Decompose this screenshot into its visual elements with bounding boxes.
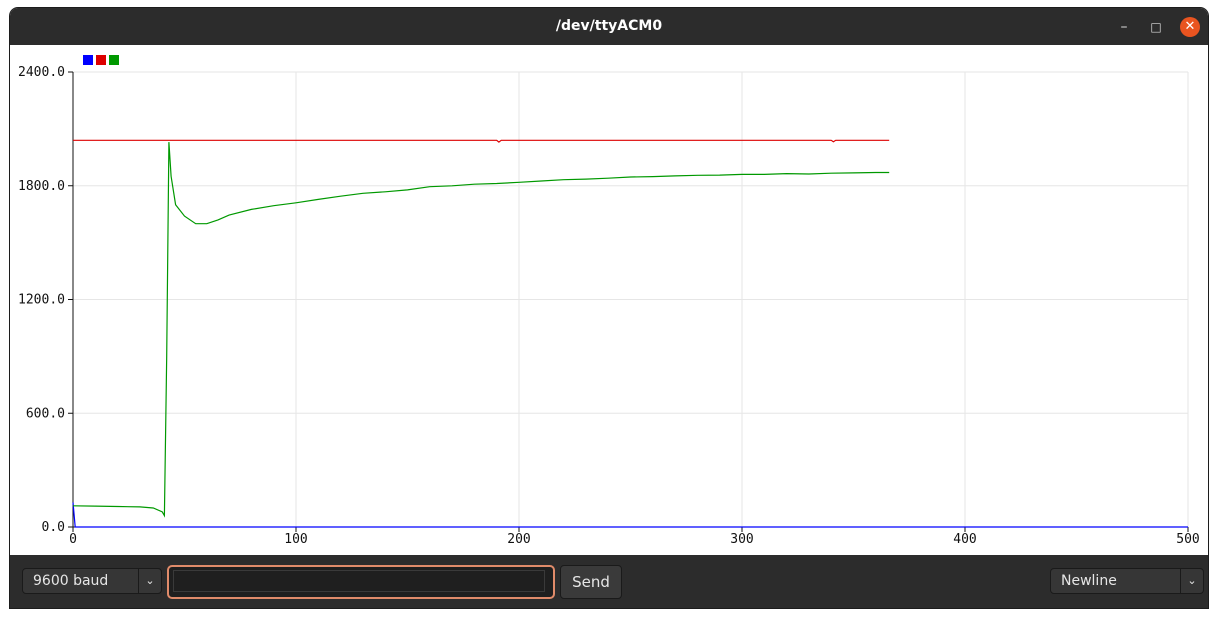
x-tick-label: 500 [1176, 532, 1199, 547]
close-button[interactable]: ✕ [1180, 17, 1200, 37]
baud-rate-select[interactable]: 9600 baud ⌄ [22, 568, 162, 594]
window-title: /dev/ttyACM0 [555, 18, 663, 34]
legend-swatch-0 [83, 55, 93, 65]
maximize-button[interactable]: □ [1150, 20, 1162, 34]
plot-area: 0 100 200 300 400 500 0.0 600.0 1200.0 1800.0 2400… [10, 45, 1208, 555]
y-tick-label: 600.0 [26, 406, 65, 421]
y-tick-label: 2400.0 [18, 65, 65, 80]
x-tick-label: 400 [953, 532, 976, 547]
minimize-button[interactable]: – [1120, 19, 1128, 35]
serial-plotter-window: /dev/ttyACM0 – □ ✕ 0 100 200 300 400 500 0.0 60… [10, 8, 1208, 608]
legend-swatch-1 [96, 55, 106, 65]
x-tick-label: 300 [730, 532, 753, 547]
series-line-2 [72, 142, 890, 518]
line-ending-select[interactable]: Newline ⌄ [1050, 568, 1204, 594]
bottom-toolbar: 9600 baud ⌄ Send Newline ⌄ [10, 555, 1208, 608]
y-tick-label: 1800.0 [18, 179, 65, 194]
chevron-down-icon[interactable]: ⌄ [1180, 569, 1203, 593]
legend-swatch-2 [109, 55, 119, 65]
series-line-0 [72, 502, 1188, 528]
x-tick-label: 200 [507, 532, 530, 547]
title-bar[interactable]: /dev/ttyACM0 – □ ✕ [10, 8, 1208, 45]
line-ending-label: Newline [1061, 573, 1117, 589]
y-tick-label: 0.0 [42, 520, 65, 535]
x-tick-label: 100 [284, 532, 307, 547]
send-button[interactable]: Send [560, 565, 622, 599]
chevron-down-icon[interactable]: ⌄ [138, 569, 161, 593]
send-input[interactable] [173, 570, 545, 592]
y-tick-label: 1200.0 [18, 293, 65, 308]
x-tick-label: 0 [69, 532, 77, 547]
baud-rate-label: 9600 baud [33, 573, 109, 589]
serial-plot-chart: 0 100 200 300 400 500 0.0 600.0 1200.0 1800.0 2400… [18, 55, 1200, 547]
send-input-frame [167, 565, 555, 599]
series-line-1 [73, 139, 890, 143]
